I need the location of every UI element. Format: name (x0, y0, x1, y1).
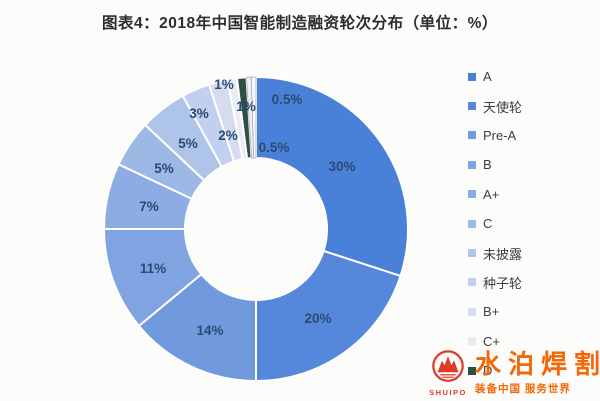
pie-slice-label-6: 5% (178, 136, 198, 151)
pie-slice-0-A (255, 75, 409, 278)
legend-swatch-icon (468, 249, 476, 258)
pie-slice-label-0: 30% (328, 159, 355, 174)
pie-slice-label-9: 1% (214, 77, 234, 92)
legend-item-1: 天使轮 (468, 91, 522, 120)
pie-slice-label-11: 0.5% (272, 92, 303, 107)
legend-swatch-icon (468, 219, 476, 228)
legend-item-6: 未披露 (468, 238, 522, 267)
legend-item-label: 天使轮 (483, 99, 523, 115)
legend-item-label: D (483, 363, 493, 379)
pie-slice-1-天使轮 (255, 249, 402, 383)
legend-item-label: C+ (483, 333, 500, 349)
legend-item-0: A (468, 62, 522, 91)
pie-slice-label-5: 5% (154, 161, 174, 176)
watermark: SHUIPO 水泊焊割 装备中国 服务世界 (427, 349, 600, 397)
pie-slice-label-3: 11% (140, 261, 166, 276)
pie-slice-12 (250, 76, 257, 159)
legend-item-label: 种子轮 (483, 275, 523, 291)
shuipo-mountain-logo-icon (432, 350, 464, 382)
watermark-logo-text: SHUIPO (429, 388, 467, 397)
legend-item-4: A+ (468, 180, 522, 209)
legend-item-label: A+ (483, 186, 500, 202)
legend-item-2: Pre-A (468, 121, 522, 150)
watermark-tagline: 装备中国 服务世界 (475, 383, 571, 396)
legend-item-label: 未披露 (483, 246, 523, 262)
legend-swatch-icon (468, 160, 476, 169)
legend-item-5: C (468, 209, 522, 238)
chart-title: 图表4：2018年中国智能制造融资轮次分布（单位：%） (102, 15, 498, 32)
legend-swatch-icon (468, 307, 476, 316)
legend-swatch-icon (468, 190, 476, 199)
legend-item-9: C+ (468, 327, 522, 356)
legend-swatch-icon (468, 278, 476, 287)
legend-item-label: A (483, 69, 492, 85)
pie-slice-label-1: 20% (304, 311, 331, 326)
legend-item-7: 种子轮 (468, 268, 522, 297)
legend-item-label: B (483, 157, 492, 173)
chart-legend: A 天使轮 Pre-A B A+ C 未披露种子轮 B+ C+ D (468, 62, 522, 385)
legend-swatch-icon (468, 337, 476, 346)
pie-slice-label-8: 2% (218, 128, 238, 143)
pie-slice-label-2: 14% (196, 323, 223, 338)
legend-item-8: B+ (468, 297, 522, 326)
pie-slice-label-4: 7% (139, 199, 159, 214)
legend-item-label: B+ (483, 304, 500, 320)
watermark-brand-text: 水泊焊割 (475, 349, 600, 379)
legend-item-label: C (483, 216, 493, 232)
pie-slice-label-12: 0.5% (259, 140, 290, 155)
legend-swatch-icon (468, 131, 476, 140)
pie-slice-label-10: 1% (236, 99, 256, 114)
legend-swatch-icon (468, 102, 476, 111)
legend-item-10: D (468, 356, 522, 385)
pie-slice-2-Pre-A (137, 272, 257, 383)
legend-item-3: B (468, 150, 522, 179)
legend-swatch-icon (468, 366, 476, 375)
legend-swatch-icon (468, 72, 476, 81)
pie-slice-label-7: 3% (189, 106, 209, 121)
legend-item-label: Pre-A (483, 127, 517, 143)
watermark-logo: SHUIPO (427, 349, 469, 397)
